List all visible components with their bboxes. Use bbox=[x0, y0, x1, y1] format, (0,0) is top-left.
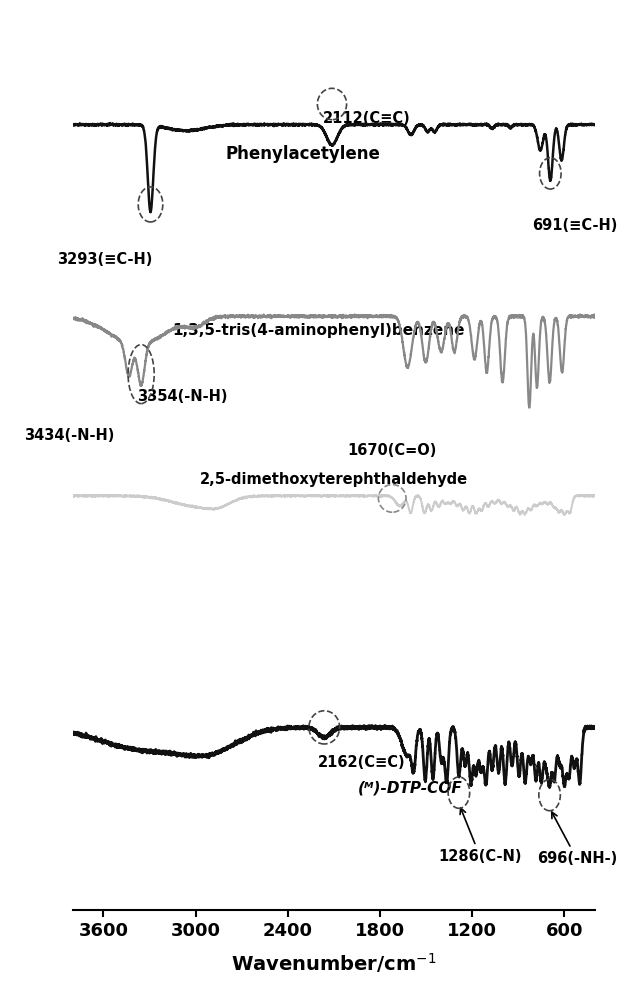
Text: 3354(-N-H): 3354(-N-H) bbox=[137, 389, 228, 404]
Text: 2162(C≡C): 2162(C≡C) bbox=[318, 755, 406, 770]
Text: 3434(-N-H): 3434(-N-H) bbox=[24, 428, 114, 443]
Text: 1,3,5-tris(4-aminophenyl)benzene: 1,3,5-tris(4-aminophenyl)benzene bbox=[172, 323, 465, 338]
X-axis label: Wavenumber/cm$^{-1}$: Wavenumber/cm$^{-1}$ bbox=[231, 951, 436, 975]
Text: 3293(≡C-H): 3293(≡C-H) bbox=[57, 252, 153, 267]
Text: 2,5-dimethoxyterephthaldehyde: 2,5-dimethoxyterephthaldehyde bbox=[200, 472, 468, 487]
Text: 696(-NH-): 696(-NH-) bbox=[537, 812, 617, 866]
Text: (ᴹ)-DTP-COF: (ᴹ)-DTP-COF bbox=[358, 780, 463, 795]
Text: 2112(C≡C): 2112(C≡C) bbox=[322, 111, 410, 126]
Text: 1670(C=O): 1670(C=O) bbox=[347, 443, 437, 458]
Text: 691(≡C-H): 691(≡C-H) bbox=[532, 218, 618, 233]
Text: Phenylacetylene: Phenylacetylene bbox=[226, 145, 380, 163]
Text: 1286(C-N): 1286(C-N) bbox=[438, 808, 522, 864]
